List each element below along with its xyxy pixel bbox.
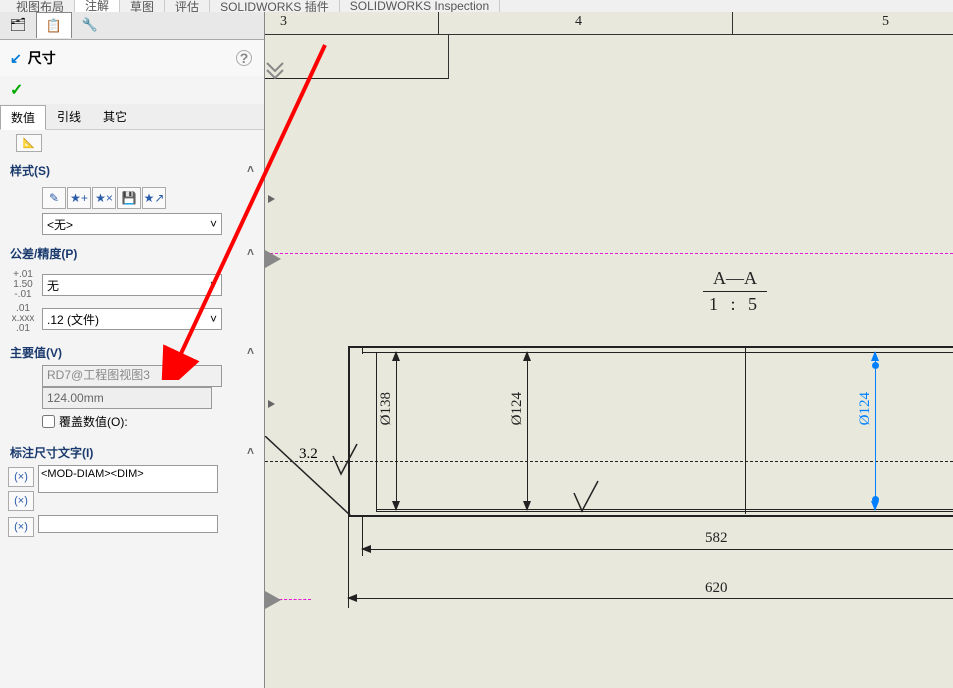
ruler-tick: [438, 12, 439, 35]
chevron-down-icon: ˅: [210, 278, 217, 292]
dimension-line[interactable]: [396, 352, 397, 510]
collapse-icon[interactable]: ˄: [247, 444, 254, 461]
sub-tabs: 数值 引线 其它: [0, 104, 264, 130]
panel-title: 尺寸: [28, 48, 56, 68]
dim-text-input-2[interactable]: [38, 515, 218, 533]
panel-mode-tabs: 🗂 📋 🔧: [0, 12, 264, 40]
style-dropdown-value: <无>: [47, 216, 73, 233]
help-icon[interactable]: ?: [236, 50, 252, 66]
dimension-line[interactable]: [348, 598, 953, 599]
style-section-label: 样式(S): [10, 162, 50, 179]
style-add-button[interactable]: ★+: [67, 187, 91, 209]
dimtext-section-label: 标注尺寸文字(I): [10, 444, 93, 461]
dim-handle[interactable]: [872, 362, 879, 369]
panel-tab-feature[interactable]: 🗂: [0, 12, 36, 38]
section-scale: 1 : 5: [695, 294, 775, 315]
part-edge: [376, 509, 953, 510]
dim-d124[interactable]: Ø124: [509, 392, 526, 425]
precision-value: .12 (文件): [47, 311, 99, 328]
subtab-other[interactable]: 其它: [92, 104, 138, 129]
override-label: 覆盖数值(O):: [59, 413, 128, 430]
add-symbol-top-button[interactable]: (×): [8, 467, 34, 487]
ruler-tick: [732, 12, 733, 35]
dimension-line[interactable]: [527, 352, 528, 510]
part-edge: [362, 352, 953, 353]
property-manager-panel: 🗂 📋 🔧 ↙ 尺寸 ? ✓ 数值 引线 其它 📐 样式(S) ˄: [0, 12, 265, 688]
part-edge: [376, 352, 377, 512]
add-symbol-left-button[interactable]: (×): [8, 517, 34, 537]
view-marker-icon: [265, 250, 285, 270]
section-dim-text: 标注尺寸文字(I) ˄ (×) (×) <MOD-DIAM><DIM> (×): [8, 440, 256, 539]
view-marker-icon: [265, 591, 285, 611]
section-name: A—A: [695, 268, 775, 289]
part-edge: [348, 515, 953, 517]
title-block-line: [265, 78, 448, 79]
add-symbol-bottom-button[interactable]: (×): [8, 491, 34, 511]
panel-header: ↙ 尺寸 ?: [0, 40, 264, 76]
dim-text-input[interactable]: <MOD-DIAM><DIM>: [38, 465, 218, 493]
chevron-down-icon: ˅: [210, 312, 217, 326]
dimension-line[interactable]: [362, 549, 953, 550]
primary-section-label: 主要值(V): [10, 344, 62, 361]
dimension-icon: ↙: [10, 50, 22, 67]
dimension-value-field[interactable]: 124.00mm: [42, 387, 212, 409]
ok-button[interactable]: ✓: [10, 82, 23, 99]
subtab-value[interactable]: 数值: [0, 105, 46, 130]
tolerance-section-label: 公差/精度(P): [10, 245, 77, 262]
subtab-leader[interactable]: 引线: [46, 104, 92, 129]
top-menu-bar: 视图布局 注解 草图 评估 SOLIDWORKS 插件 SOLIDWORKS I…: [0, 0, 953, 12]
arrow-right-icon[interactable]: [265, 397, 279, 411]
tolerance-type-value: 无: [47, 277, 59, 294]
surface-finish-symbol[interactable]: [570, 479, 600, 520]
override-checkbox[interactable]: [42, 415, 55, 428]
section-view-label: A—A 1 : 5: [695, 268, 775, 315]
drawing-canvas[interactable]: 3 4 5 A—A 1 : 5 Ø138 Ø124: [265, 12, 953, 688]
dim-582[interactable]: 582: [705, 530, 728, 547]
extension-line: [745, 348, 746, 514]
style-delete-button[interactable]: ★×: [92, 187, 116, 209]
style-apply-default-button[interactable]: ✎: [42, 187, 66, 209]
chevron-down-icon: ˅: [210, 217, 217, 231]
part-edge: [348, 346, 953, 348]
panel-body: 📐 样式(S) ˄ ✎ ★+ ★× 💾 ★↗ <无> ˅: [0, 130, 264, 688]
dim-handle[interactable]: [872, 496, 879, 503]
panel-tab-property[interactable]: 📋: [36, 12, 72, 38]
panel-tab-config[interactable]: 🔧: [72, 12, 108, 38]
section-tolerance: 公差/精度(P) ˄ +.011.50-.01 无 ˅ .01x.xxx.01 …: [8, 241, 256, 334]
part-edge: [376, 511, 953, 512]
ruler-mark-5: 5: [882, 14, 889, 30]
precision-icon: .01x.xxx.01: [8, 304, 38, 334]
precision-dropdown[interactable]: .12 (文件) ˅: [42, 308, 222, 330]
centerline: [265, 461, 953, 462]
favorite-toggle-icon[interactable]: 📐: [16, 134, 42, 152]
arrow-right-icon[interactable]: [265, 192, 279, 206]
ruler-mark-4: 4: [575, 14, 582, 30]
style-dropdown[interactable]: <无> ˅: [42, 213, 222, 235]
ruler-mark-3: 3: [280, 14, 287, 30]
expand-icon[interactable]: [265, 57, 285, 81]
part-edge: [362, 346, 363, 354]
dimension-name-field[interactable]: RD7@工程图视图3: [42, 365, 222, 387]
tolerance-type-icon: +.011.50-.01: [8, 270, 38, 300]
title-block-line: [448, 34, 449, 79]
style-save-button[interactable]: 💾: [117, 187, 141, 209]
confirm-row: ✓: [0, 76, 264, 104]
leader-line: [265, 436, 355, 526]
dimension-line-selected[interactable]: [875, 352, 876, 510]
section-style: 样式(S) ˄ ✎ ★+ ★× 💾 ★↗ <无> ˅: [8, 158, 256, 235]
collapse-icon[interactable]: ˄: [247, 344, 254, 361]
zone-dash-line: [265, 253, 953, 254]
collapse-icon[interactable]: ˄: [247, 162, 254, 179]
ruler-horizontal: [265, 34, 953, 35]
collapse-icon[interactable]: ˄: [247, 245, 254, 262]
section-primary-value: 主要值(V) ˄ RD7@工程图视图3 124.00mm 覆盖数值(O):: [8, 340, 256, 434]
dim-d138[interactable]: Ø138: [378, 392, 395, 425]
dim-d124-selected[interactable]: Ø124: [857, 392, 874, 425]
dim-620[interactable]: 620: [705, 580, 728, 597]
style-load-button[interactable]: ★↗: [142, 187, 166, 209]
tolerance-type-dropdown[interactable]: 无 ˅: [42, 274, 222, 296]
